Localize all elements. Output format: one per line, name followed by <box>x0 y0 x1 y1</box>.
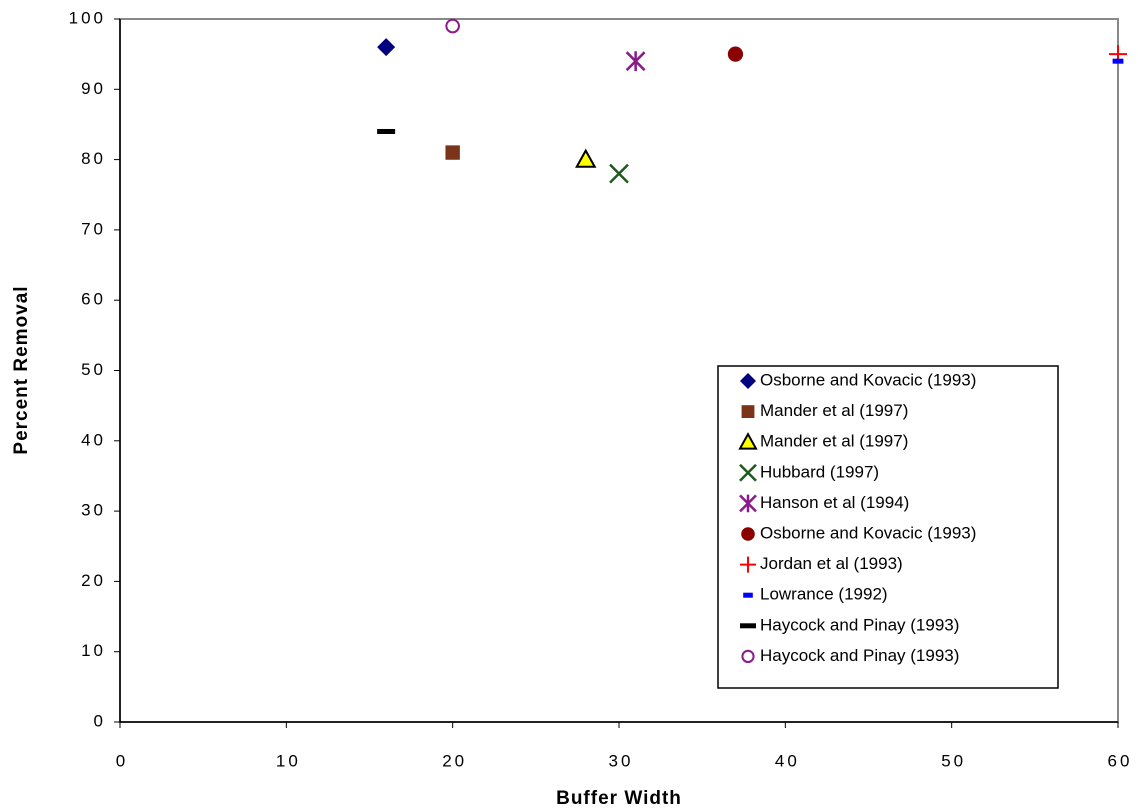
legend-marker <box>740 373 756 389</box>
point <box>445 145 460 160</box>
legend-marker <box>739 494 757 513</box>
legend-marker <box>740 623 756 629</box>
legend-label: Osborne and Kovacic (1993) <box>760 523 976 542</box>
legend-label: Jordan et al (1993) <box>760 554 903 573</box>
x-tick-label: 60 <box>1108 751 1133 770</box>
point <box>377 38 396 57</box>
y-tick-label: 50 <box>81 360 106 379</box>
legend-label: Haycock and Pinay (1993) <box>760 615 959 634</box>
x-axis-title: Buffer Width <box>556 788 682 809</box>
legend-label: Osborne and Kovacic (1993) <box>760 370 976 389</box>
x-tick-label: 50 <box>941 751 966 770</box>
y-tick-label: 60 <box>81 290 106 309</box>
legend-box <box>717 365 1059 689</box>
legend-marker <box>739 463 757 482</box>
x-tick-label: 30 <box>609 751 634 770</box>
legend-marker <box>741 405 755 418</box>
x-tick-label: 40 <box>775 751 800 770</box>
y-tick-label: 100 <box>69 8 106 27</box>
y-tick-label: 90 <box>81 79 106 98</box>
point <box>609 163 629 184</box>
legend-label: Mander et al (1997) <box>760 432 908 451</box>
y-tick-label: 80 <box>81 149 106 168</box>
legend-marker <box>741 527 755 541</box>
y-tick-label: 40 <box>81 430 106 449</box>
legend-marker <box>738 432 758 450</box>
x-tick-label: 0 <box>116 751 128 770</box>
y-tick-label: 0 <box>94 711 106 730</box>
legend-marker <box>743 592 753 598</box>
legend-marker <box>740 556 756 573</box>
y-tick-label: 30 <box>81 501 106 520</box>
legend-label: Haycock and Pinay (1993) <box>760 646 959 665</box>
point <box>575 148 597 168</box>
y-tick-label: 20 <box>81 571 106 590</box>
y-axis-title: Percent Removal <box>11 285 32 454</box>
x-tick-label: 20 <box>442 751 467 770</box>
legend-label: Mander et al (1997) <box>760 401 908 420</box>
legend-marker <box>741 649 755 664</box>
point <box>625 51 646 72</box>
legend-label: Hanson et al (1994) <box>760 493 909 512</box>
point <box>727 46 744 62</box>
point <box>445 18 460 34</box>
point <box>1112 58 1124 64</box>
legend-label: Hubbard (1997) <box>760 462 879 481</box>
point <box>377 128 396 134</box>
y-tick-label: 10 <box>81 641 106 660</box>
x-tick-label: 10 <box>276 751 301 770</box>
y-tick-label: 70 <box>81 219 106 238</box>
legend-label: Lowrance (1992) <box>760 585 888 604</box>
